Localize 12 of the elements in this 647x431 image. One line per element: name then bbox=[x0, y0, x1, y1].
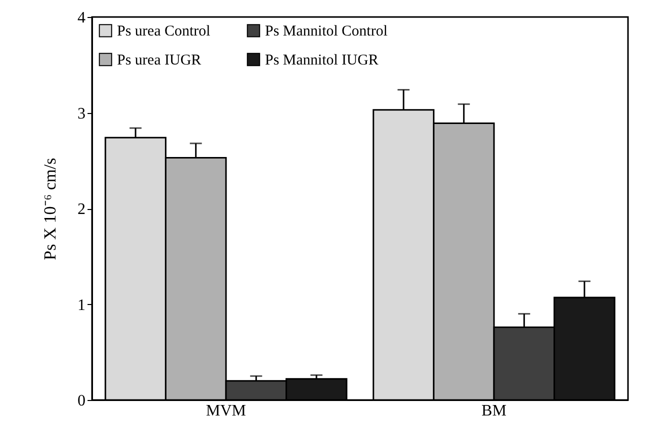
x-tick-label: BM bbox=[482, 402, 506, 420]
x-tick-label: MVM bbox=[206, 402, 246, 420]
y-tick-label: 3 bbox=[78, 105, 86, 122]
y-axis-title: Ps X 10⁻⁶ cm/s bbox=[40, 158, 60, 260]
legend-label: Ps Mannitol Control bbox=[265, 24, 388, 40]
y-tick-label: 2 bbox=[78, 201, 86, 218]
legend-label: Ps urea IUGR bbox=[117, 52, 202, 68]
y-tick-label: 0 bbox=[78, 392, 86, 410]
legend-label: Ps Mannitol IUGR bbox=[265, 52, 378, 68]
y-tick-label: 1 bbox=[78, 296, 86, 314]
legend-label: Ps urea Control bbox=[117, 24, 210, 40]
y-tick-label: 4 bbox=[78, 10, 86, 26]
